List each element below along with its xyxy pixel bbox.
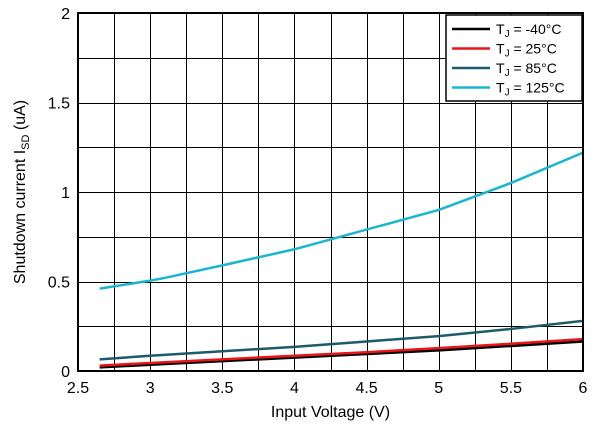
y-tick-label: 2 — [61, 6, 70, 23]
x-tick-label: 5.5 — [500, 380, 522, 397]
series-line-4 — [99, 151, 584, 290]
legend-label: TJ = 25°C — [496, 41, 557, 60]
y-tick-label: 1 — [61, 185, 70, 202]
x-tick-label: 4 — [290, 380, 299, 397]
x-axis-label: Input Voltage (V) — [271, 404, 390, 421]
x-tick-label: 3.5 — [211, 380, 233, 397]
series-line-2 — [99, 337, 584, 367]
legend-label: TJ = 125°C — [496, 80, 565, 99]
series-line-1 — [99, 340, 584, 369]
y-axis-label-subscript: SD — [20, 134, 32, 149]
legend-label: TJ = 85°C — [496, 60, 557, 79]
series-layer — [99, 151, 584, 369]
ticks-layer: 2.5 3 3.5 4 4.5 5 5.5 6 0 0.5 1 1.5 2 — [48, 6, 588, 397]
series-line-3 — [99, 319, 584, 361]
plot-frame — [77, 12, 584, 372]
frame-layer — [77, 12, 584, 372]
y-tick-label: 1.5 — [48, 96, 70, 113]
legend-label: TJ = -40°C — [496, 21, 561, 40]
x-tick-label: 2.5 — [67, 380, 89, 397]
x-tick-label: 6 — [579, 380, 588, 397]
labels-layer: Input Voltage (V) Shutdown current ISD (… — [12, 100, 390, 421]
x-tick-label: 5 — [434, 380, 443, 397]
y-axis-label-unit: (uA) — [12, 100, 29, 135]
x-tick-label: 3 — [146, 380, 155, 397]
y-axis-label-main: Shutdown current I — [12, 150, 29, 284]
y-axis-label: Shutdown current ISD (uA) — [12, 100, 32, 284]
y-tick-label: 0 — [61, 364, 70, 381]
legend: TJ = -40°CTJ = 25°CTJ = 85°CTJ = 125°C — [445, 14, 583, 102]
x-tick-label: 4.5 — [355, 380, 377, 397]
y-tick-label: 0.5 — [48, 275, 70, 292]
